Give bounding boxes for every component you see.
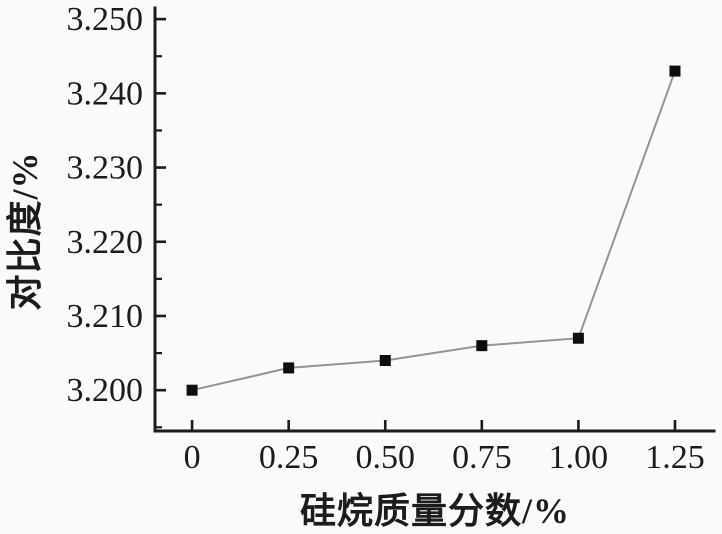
x-tick-label: 0.50 (355, 439, 415, 476)
x-tick-label: 0.75 (452, 439, 512, 476)
x-axis-title: 硅烷质量分数/% (299, 491, 570, 531)
x-tick-label: 0 (184, 439, 201, 476)
y-tick-label: 3.220 (67, 224, 144, 261)
data-point-marker (186, 384, 198, 396)
y-tick-label: 3.230 (67, 150, 144, 187)
x-axis-ticks: 0 0.25 0.50 0.75 1.00 1.25 (184, 420, 705, 476)
x-tick-label: 1.25 (645, 439, 705, 476)
y-tick-label: 3.210 (67, 298, 144, 335)
y-axis-title: 对比度/% (5, 151, 45, 311)
x-tick-label: 0.25 (259, 439, 319, 476)
y-tick-label: 3.240 (67, 75, 144, 112)
x-tick-label: 1.00 (549, 439, 609, 476)
y-tick-label: 3.200 (67, 372, 144, 409)
data-point-marker (669, 65, 681, 77)
axis-lines (153, 6, 716, 433)
data-point-marker (379, 355, 391, 366)
data-point-marker (283, 362, 295, 374)
y-tick-label: 3.250 (67, 1, 144, 38)
data-point-marker (476, 340, 488, 352)
data-point-marker (572, 332, 584, 344)
y-axis-ticks: 3.200 3.210 3.220 3.230 3.240 3.250 (67, 1, 166, 429)
data-series-line (191, 70, 676, 392)
